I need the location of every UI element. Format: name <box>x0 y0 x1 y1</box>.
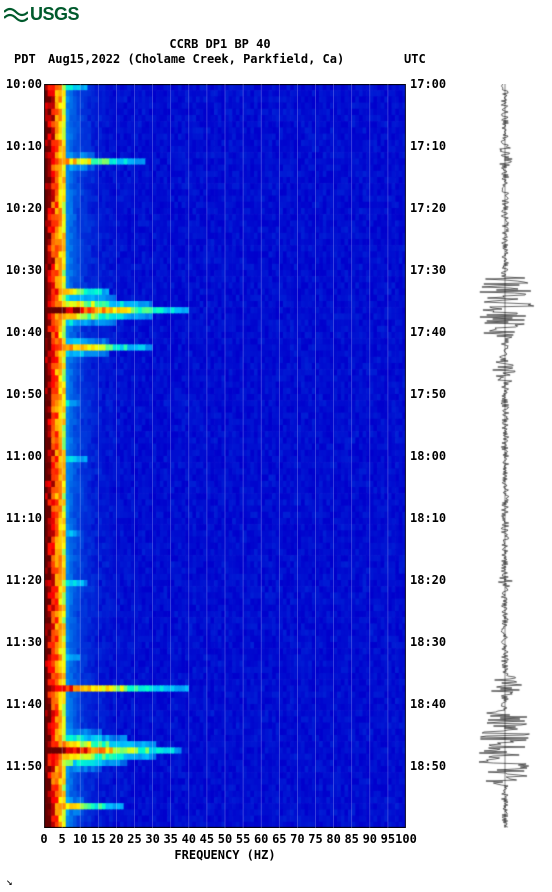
xtick: 100 <box>395 832 417 846</box>
ytick-right: 18:20 <box>410 573 446 587</box>
ytick-left: 10:30 <box>4 263 42 277</box>
ytick-right: 18:30 <box>410 635 446 649</box>
chart-title-line2: Aug15,2022 (Cholame Creek, Parkfield, Ca… <box>48 52 344 66</box>
xtick: 30 <box>145 832 159 846</box>
x-axis-label: FREQUENCY (HZ) <box>44 848 406 862</box>
ytick-left: 11:10 <box>4 511 42 525</box>
xtick: 70 <box>290 832 304 846</box>
ytick-right: 17:00 <box>410 77 446 91</box>
xtick: 75 <box>308 832 322 846</box>
ytick-right: 18:10 <box>410 511 446 525</box>
usgs-logo: USGS <box>4 4 79 25</box>
ytick-right: 17:40 <box>410 325 446 339</box>
xtick: 0 <box>40 832 47 846</box>
ytick-right: 18:40 <box>410 697 446 711</box>
xtick: 15 <box>91 832 105 846</box>
usgs-wave-icon <box>4 6 28 24</box>
ytick-right: 17:30 <box>410 263 446 277</box>
ytick-left: 11:30 <box>4 635 42 649</box>
ytick-right: 17:20 <box>410 201 446 215</box>
ytick-left: 10:50 <box>4 387 42 401</box>
xtick: 20 <box>109 832 123 846</box>
usgs-logo-text: USGS <box>30 4 79 25</box>
spectrogram-heatmap <box>44 84 406 828</box>
xtick: 10 <box>73 832 87 846</box>
timezone-left-label: PDT <box>14 52 36 66</box>
ytick-right: 18:50 <box>410 759 446 773</box>
seismogram-trace <box>470 84 540 828</box>
ytick-left: 10:00 <box>4 77 42 91</box>
title-block: CCRB DP1 BP 40 <box>0 36 440 52</box>
ytick-left: 10:10 <box>4 139 42 153</box>
xtick: 40 <box>182 832 196 846</box>
ytick-left: 10:20 <box>4 201 42 215</box>
xtick: 55 <box>236 832 250 846</box>
xtick: 50 <box>218 832 232 846</box>
xtick: 85 <box>344 832 358 846</box>
xtick: 90 <box>363 832 377 846</box>
xtick: 95 <box>381 832 395 846</box>
ytick-right: 17:50 <box>410 387 446 401</box>
ytick-left: 11:00 <box>4 449 42 463</box>
corner-mark: ↘ <box>6 875 13 888</box>
xtick: 35 <box>163 832 177 846</box>
ytick-right: 17:10 <box>410 139 446 153</box>
ytick-left: 11:40 <box>4 697 42 711</box>
xtick: 60 <box>254 832 268 846</box>
xtick: 80 <box>326 832 340 846</box>
xtick: 65 <box>272 832 286 846</box>
xtick: 25 <box>127 832 141 846</box>
xtick: 45 <box>200 832 214 846</box>
ytick-left: 11:20 <box>4 573 42 587</box>
xtick: 5 <box>58 832 65 846</box>
ytick-right: 18:00 <box>410 449 446 463</box>
chart-title-line1: CCRB DP1 BP 40 <box>0 36 440 52</box>
ytick-left: 11:50 <box>4 759 42 773</box>
timezone-right-label: UTC <box>404 52 426 66</box>
ytick-left: 10:40 <box>4 325 42 339</box>
